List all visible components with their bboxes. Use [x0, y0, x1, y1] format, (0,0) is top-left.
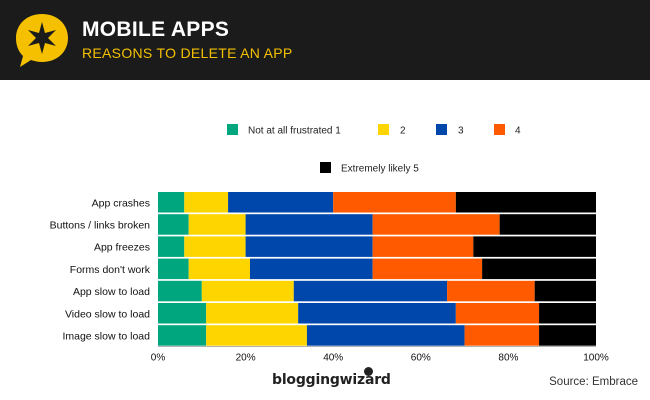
x-tick-label: 60%	[411, 352, 431, 363]
bar-segment	[184, 236, 246, 257]
bar-segment	[188, 214, 246, 235]
bar-segment	[158, 258, 189, 280]
bar-segment	[455, 303, 540, 324]
category-label: Image slow to load	[62, 330, 150, 342]
bar-segment	[158, 303, 207, 324]
bar-segment	[293, 280, 448, 302]
bar-segment	[455, 192, 596, 213]
brand-logo-dot	[364, 367, 373, 376]
legend-swatch	[494, 124, 505, 135]
bar-segment	[228, 192, 334, 213]
legend-label: Not at all frustrated 1	[248, 126, 341, 137]
category-label: Video slow to load	[65, 308, 150, 320]
bar-segment	[333, 192, 456, 213]
bar-segment	[499, 214, 596, 235]
category-label: Buttons / links broken	[50, 219, 151, 231]
bar-segment	[534, 280, 596, 302]
category-label: Forms don't work	[70, 264, 151, 276]
bar-segment	[188, 258, 250, 280]
bar-segment	[473, 236, 596, 257]
bar-segment	[447, 280, 535, 302]
bar-segment	[201, 280, 294, 302]
bar-segment	[249, 258, 373, 280]
bar-segment	[464, 325, 540, 346]
legend-label: Extremely likely 5	[341, 164, 419, 175]
x-tick-label: 40%	[323, 352, 343, 363]
bar-segment	[372, 236, 474, 257]
bar-segment	[306, 325, 465, 346]
bar-segment	[158, 236, 185, 257]
bar-segment	[298, 303, 456, 324]
bar-segment	[158, 192, 185, 213]
bar-segment	[539, 325, 596, 346]
bar-segment	[184, 192, 229, 213]
bar-segment	[482, 258, 596, 280]
x-tick-label: 80%	[498, 352, 518, 363]
bar-segment	[158, 280, 202, 302]
bar-segment	[245, 214, 373, 235]
legend-swatch	[378, 124, 389, 135]
category-label: App freezes	[94, 242, 150, 254]
page-subtitle: REASONS TO DELETE AN APP	[82, 45, 293, 61]
header-bar: MOBILE APPS REASONS TO DELETE AN APP	[0, 0, 650, 80]
x-tick-label: 0%	[151, 352, 166, 363]
source-note: Source: Embrace	[549, 376, 638, 388]
bar-segment	[206, 303, 299, 324]
page-title: MOBILE APPS	[82, 18, 230, 41]
legend-swatch	[320, 162, 331, 173]
legend-swatch	[227, 124, 238, 135]
bar-segment	[158, 325, 207, 346]
category-label: App crashes	[92, 197, 150, 209]
bar-segment	[372, 258, 483, 280]
bar-segment	[206, 325, 307, 346]
legend-label: 2	[400, 126, 406, 137]
x-tick-label: 100%	[583, 352, 609, 363]
brand-logo: bloggingwizard	[272, 372, 391, 388]
legend-label: 3	[458, 126, 464, 137]
legend-swatch	[436, 124, 447, 135]
bar-segment	[158, 214, 189, 235]
bar-segment	[372, 214, 500, 235]
category-label: App slow to load	[73, 286, 150, 298]
star-burst-speech-bubble-icon	[16, 14, 68, 67]
bar-segment	[539, 303, 596, 324]
bar-segment	[245, 236, 373, 257]
x-tick-label: 20%	[236, 352, 256, 363]
legend-label: 4	[515, 126, 521, 137]
